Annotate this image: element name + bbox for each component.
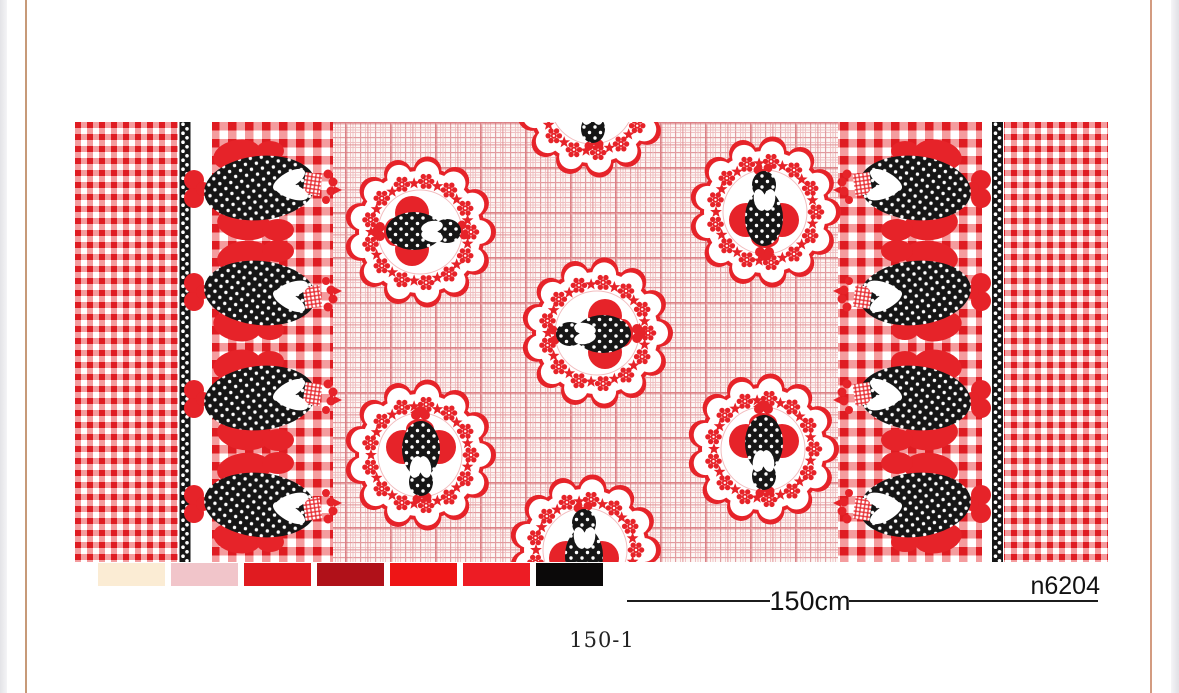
white-gap-left (192, 122, 212, 562)
fabric-print-preview (75, 25, 1108, 627)
color-swatch-scarlet (463, 563, 530, 586)
gingham-band-outer-right (1004, 122, 1108, 562)
fabric-width-label: 150cm (769, 586, 851, 616)
dotted-ribbon-stripe-left (178, 122, 192, 562)
color-swatch-cream (98, 563, 165, 586)
width-scale-line-left (627, 600, 770, 602)
page-edge-right (1171, 0, 1179, 693)
dotted-ribbon-stripe-right (991, 122, 1004, 562)
color-swatch-red (244, 563, 311, 586)
design-code: n6204 (1030, 572, 1100, 600)
white-gap-right (982, 122, 991, 562)
color-swatch-dark-red (317, 563, 384, 586)
gingham-band-outer-left (75, 122, 178, 562)
color-swatch-light-pink (171, 563, 238, 586)
fabric-pattern-svg (75, 25, 1108, 627)
color-swatch-black (536, 563, 603, 586)
palette-row (98, 563, 609, 586)
sheet-border-line-left (25, 0, 27, 693)
colorway-label: 150-1 (569, 628, 635, 652)
sheet-border-line-right (1150, 0, 1152, 693)
page-edge-left (0, 0, 7, 693)
width-scale-line-right (849, 600, 1098, 602)
color-swatch-bright-red (390, 563, 457, 586)
